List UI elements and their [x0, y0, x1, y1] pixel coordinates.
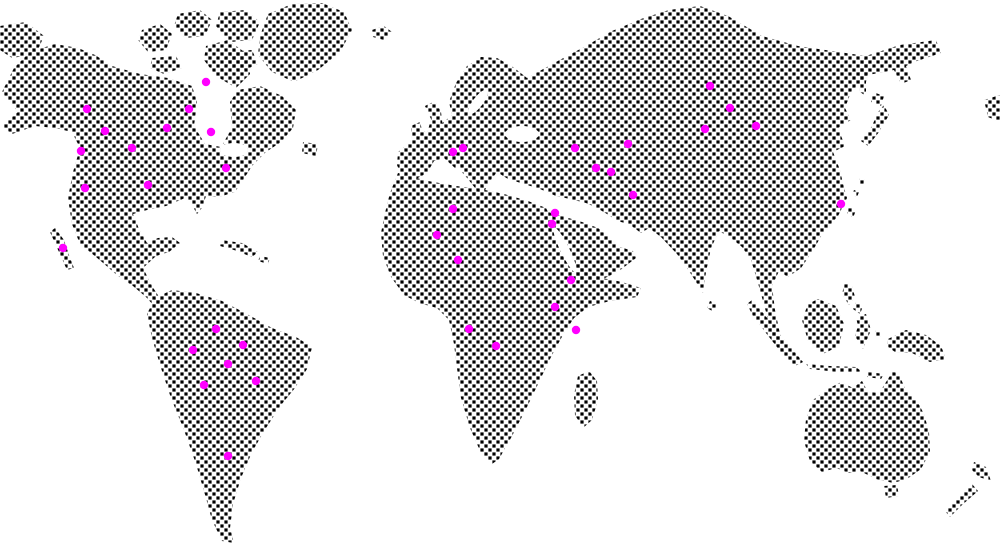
- map-marker[interactable]: [606, 167, 616, 177]
- landmass-hokkaido: [871, 92, 884, 106]
- landmass-north-america: [2, 44, 296, 308]
- landmasses-layer: [0, 3, 1000, 543]
- landmass-sri-lanka: [707, 301, 717, 312]
- landmass-borneo: [802, 299, 844, 354]
- map-marker[interactable]: [199, 380, 209, 390]
- landmass-mindanao: [853, 302, 863, 314]
- landmass-moluccas: [874, 330, 882, 339]
- landmass-sicily: [470, 192, 478, 198]
- landmass-arctic-island-1: [138, 24, 172, 52]
- map-marker[interactable]: [188, 345, 198, 355]
- map-marker[interactable]: [223, 359, 233, 369]
- landmass-hispaniola: [258, 256, 270, 264]
- map-marker[interactable]: [127, 143, 137, 153]
- map-marker[interactable]: [705, 81, 715, 91]
- landmass-sulawesi: [855, 314, 871, 349]
- landmass-new-zealand-north: [972, 462, 991, 481]
- map-marker[interactable]: [725, 103, 735, 113]
- map-marker[interactable]: [458, 143, 468, 153]
- water-overlays-layer: [220, 89, 621, 273]
- landmass-svalbard: [372, 26, 392, 40]
- landmass-sumatra: [747, 300, 803, 366]
- baltic-sea-water: [468, 89, 488, 115]
- map-marker[interactable]: [100, 126, 110, 136]
- landmass-ireland: [411, 122, 423, 139]
- landmass-tasmania: [884, 485, 899, 498]
- map-marker[interactable]: [491, 341, 501, 351]
- landmass-taiwan: [847, 207, 856, 218]
- landmass-arctic-island-3: [216, 10, 260, 42]
- black-sea-water: [505, 126, 539, 142]
- map-marker[interactable]: [751, 121, 761, 131]
- map-marker[interactable]: [211, 324, 221, 334]
- landmass-ryukyu-2: [852, 190, 859, 197]
- map-marker[interactable]: [623, 139, 633, 149]
- markers-layer: [58, 77, 846, 461]
- landmass-italy: [460, 159, 486, 193]
- map-marker[interactable]: [448, 204, 458, 214]
- map-marker[interactable]: [700, 124, 710, 134]
- landmass-arabian-peninsula: [545, 212, 636, 283]
- landmass-luzon: [842, 282, 855, 305]
- map-marker[interactable]: [550, 302, 560, 312]
- map-marker[interactable]: [58, 243, 68, 253]
- map-marker[interactable]: [448, 147, 458, 157]
- map-marker[interactable]: [238, 340, 248, 350]
- landmass-australia: [804, 371, 930, 483]
- map-marker[interactable]: [184, 104, 194, 114]
- map-marker[interactable]: [570, 143, 580, 153]
- map-marker[interactable]: [836, 199, 846, 209]
- landmass-ryukyu-1: [858, 178, 865, 185]
- landmass-arctic-island-5: [150, 56, 182, 74]
- landmass-arctic-island-2: [174, 10, 212, 38]
- landmass-sakhalin: [858, 58, 870, 96]
- landmass-great-britain: [425, 101, 443, 141]
- map-marker[interactable]: [221, 163, 231, 173]
- landmass-chukotka-fragment: [0, 22, 44, 58]
- map-marker[interactable]: [201, 77, 211, 87]
- persian-gulf-water: [603, 222, 621, 234]
- map-marker[interactable]: [251, 376, 261, 386]
- landmass-newfoundland: [302, 142, 318, 156]
- map-marker[interactable]: [628, 190, 638, 200]
- landmass-south-america: [147, 290, 312, 543]
- map-marker[interactable]: [223, 451, 233, 461]
- map-marker[interactable]: [566, 275, 576, 285]
- map-marker[interactable]: [453, 255, 463, 265]
- map-marker[interactable]: [464, 324, 474, 334]
- landmass-eurasia: [397, 6, 941, 352]
- map-marker[interactable]: [547, 219, 557, 229]
- landmass-new-guinea: [887, 330, 946, 362]
- map-marker[interactable]: [82, 104, 92, 114]
- landmass-java: [806, 364, 862, 372]
- landmass-cuba: [220, 240, 258, 257]
- landmass-seward-fragment: [984, 95, 1000, 122]
- landmass-greenland: [258, 3, 352, 82]
- map-marker[interactable]: [591, 163, 601, 173]
- landmass-new-zealand-south: [945, 484, 978, 517]
- landmass-africa: [381, 173, 641, 464]
- map-marker[interactable]: [550, 208, 560, 218]
- landmass-honshu: [861, 105, 889, 146]
- map-marker[interactable]: [206, 127, 216, 137]
- map-marker[interactable]: [571, 325, 581, 335]
- landmass-baffin-island: [204, 40, 250, 88]
- landmass-madagascar: [574, 371, 598, 428]
- map-marker[interactable]: [80, 183, 90, 193]
- map-marker[interactable]: [432, 230, 442, 240]
- landmass-lesser-sunda: [867, 372, 884, 379]
- great-lakes-water: [220, 143, 248, 157]
- map-marker[interactable]: [162, 123, 172, 133]
- red-sea-water: [553, 227, 577, 273]
- map-marker[interactable]: [76, 146, 86, 156]
- map-marker[interactable]: [143, 180, 153, 190]
